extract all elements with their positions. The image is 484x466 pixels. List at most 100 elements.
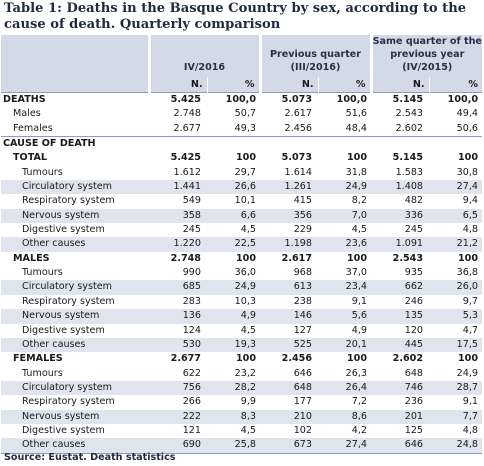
- cell-percent: 31,8: [345, 166, 368, 178]
- cell-percent: 27,4: [429, 180, 483, 195]
- cell-count: 685: [149, 280, 207, 295]
- table-header: IV/2016 Previous quarter (III/2016) Same…: [1, 35, 483, 93]
- cell-count: 690: [149, 438, 207, 454]
- cell-count: 2.617: [284, 108, 313, 120]
- cell-percent: 4,8: [462, 424, 479, 436]
- cell-count: 2.543: [395, 108, 424, 120]
- cell-percent: 21,2: [429, 237, 483, 252]
- cell-count: 146: [260, 309, 319, 324]
- cell-percent: 49,4: [456, 108, 479, 120]
- group-total-row: TOTAL 5.425 100 5.073 100 5.145 100: [1, 151, 482, 165]
- cause-row: Digestive system 124 4,5 127 4,9 120 4,7: [1, 324, 482, 338]
- cell-count: 2.456: [281, 353, 313, 365]
- cell-count: 2.677: [173, 122, 201, 134]
- row-label: Circulatory system: [1, 180, 149, 195]
- cell-count: 990: [182, 267, 201, 279]
- cell-count: 136: [149, 309, 207, 324]
- cause-row: Respiratory system 266 9,9 177 7,2 236 9,1: [1, 395, 482, 409]
- cause-row: Respiratory system 283 10,3 238 9,1 246 9,7: [1, 295, 482, 309]
- cell-percent: 10,3: [234, 295, 257, 307]
- cell-percent: 100: [347, 152, 368, 164]
- cell-percent: 4,7: [462, 324, 479, 336]
- deaths-total-row: DEATHS 5.425 100,0 5.073 100,0 5.145 100,0: [1, 92, 483, 108]
- cell-percent: 20,1: [318, 337, 372, 353]
- cell-percent: 23,4: [318, 280, 372, 295]
- cell-count: 127: [293, 324, 313, 336]
- cell-percent: 8,6: [318, 409, 372, 424]
- cell-percent: 23,2: [234, 367, 257, 379]
- cell-percent: 10,1: [234, 195, 257, 207]
- cell-percent: 23,6: [318, 237, 372, 252]
- cause-row: Digestive system 121 4,5 102 4,2 125 4,8: [1, 424, 482, 438]
- cell-percent: 26,4: [318, 380, 372, 396]
- cause-of-death-heading: CAUSE OF DEATH: [1, 136, 149, 152]
- source-note: Source: Eustat. Death statistics: [4, 452, 176, 463]
- row-label: Nervous system: [1, 409, 149, 424]
- cell-percent: 26,0: [429, 280, 483, 295]
- cell-count: 648: [260, 380, 319, 396]
- row-label: MALES: [13, 252, 50, 264]
- cell-count: 102: [293, 424, 313, 436]
- cell-percent: 6,5: [429, 208, 483, 224]
- row-label: Other causes: [1, 438, 149, 454]
- cell-count: 2.602: [395, 122, 424, 134]
- cell-percent: 100,0: [318, 92, 372, 108]
- cell-count: 415: [293, 195, 313, 207]
- cell-count: 1.220: [149, 237, 207, 252]
- cell-count: 648: [404, 367, 424, 379]
- cell-count: 2.748: [173, 108, 201, 120]
- cell-count: 135: [371, 309, 430, 324]
- cell-percent: 4,9: [351, 324, 368, 336]
- cell-count: 5.425: [170, 152, 201, 164]
- cell-count: 673: [260, 438, 319, 454]
- row-label: TOTAL: [13, 152, 48, 164]
- row-label: Nervous system: [1, 208, 149, 224]
- cell-percent: 28,7: [429, 380, 483, 396]
- cell-count: 1.198: [260, 237, 319, 252]
- header-n: N.: [258, 77, 319, 93]
- cell-percent: 24,9: [318, 180, 372, 195]
- cell-count: 646: [293, 367, 313, 379]
- cell-percent: 29,7: [234, 166, 257, 178]
- cell-percent: 36,0: [234, 267, 257, 279]
- cell-count: 266: [182, 396, 201, 408]
- cell-percent: 100: [235, 152, 257, 164]
- cell-percent: 5,6: [318, 309, 372, 324]
- cell-count: 222: [149, 409, 207, 424]
- row-label: Tumours: [22, 367, 63, 379]
- cell-count: 5.425: [149, 92, 207, 108]
- cell-percent: 4,8: [462, 224, 479, 236]
- table-title: Table 1: Deaths in the Basque Country by…: [4, 1, 467, 32]
- cell-percent: 24,9: [207, 280, 261, 295]
- row-label: Digestive system: [22, 224, 105, 236]
- cell-count: 2.602: [392, 353, 424, 365]
- cell-count: 236: [404, 396, 424, 408]
- cause-row: Circulatory system 1.441 26,6 1.261 24,9 1.40…: [1, 180, 483, 195]
- cell-percent: 100: [458, 152, 479, 164]
- empty-cell: [207, 136, 261, 152]
- cell-percent: 4,9: [207, 309, 261, 324]
- header-pct: %: [429, 77, 483, 93]
- cell-percent: 9,1: [351, 295, 368, 307]
- cell-percent: 100,0: [429, 92, 483, 108]
- empty-cell: [260, 136, 319, 152]
- row-label: Tumours: [22, 166, 63, 178]
- header-pct: %: [318, 77, 372, 93]
- cell-count: 2.748: [170, 252, 201, 264]
- cell-count: 5.145: [371, 92, 430, 108]
- row-label: Respiratory system: [22, 396, 115, 408]
- cell-percent: 19,3: [207, 337, 261, 353]
- row-label: FEMALES: [13, 353, 63, 365]
- cell-count: 1.612: [173, 166, 201, 178]
- deaths-males-row: Males 2.748 50,7 2.617 51,6 2.543 49,4: [1, 107, 482, 121]
- cell-count: 1.408: [371, 180, 430, 195]
- cell-count: 125: [404, 424, 424, 436]
- cell-percent: 37,0: [345, 267, 368, 279]
- deaths-table: IV/2016 Previous quarter (III/2016) Same…: [1, 35, 483, 454]
- cell-count: 356: [260, 208, 319, 224]
- row-label: Males: [13, 108, 41, 120]
- cell-percent: 49,3: [234, 122, 257, 134]
- cell-count: 1.614: [284, 166, 313, 178]
- cell-percent: 100: [347, 353, 368, 365]
- cell-count: 646: [371, 438, 430, 454]
